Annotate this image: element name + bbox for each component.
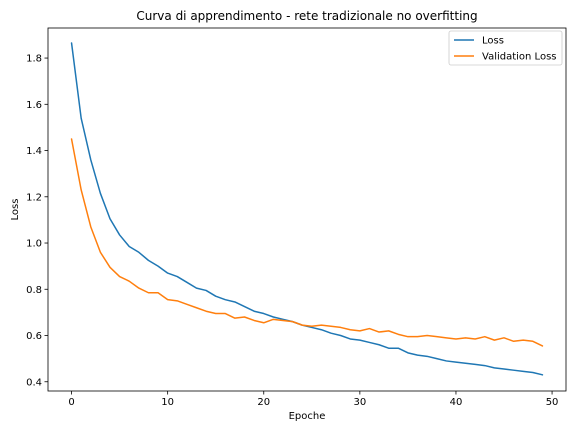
y-tick-label: 0.4: [26, 377, 42, 388]
y-tick-label: 0.6: [26, 331, 42, 342]
y-tick-label: 1.8: [26, 54, 42, 65]
x-tick-label: 50: [546, 397, 559, 408]
y-tick-label: 1.6: [26, 100, 42, 111]
y-tick-label: 1.2: [26, 192, 42, 203]
x-tick-label: 0: [68, 397, 74, 408]
chart-title: Curva di apprendimento - rete tradiziona…: [136, 9, 477, 23]
y-tick-label: 0.8: [26, 285, 42, 296]
x-axis-label: Epoche: [289, 411, 326, 422]
y-tick-label: 1.4: [26, 146, 42, 157]
y-axis-label: Loss: [10, 199, 21, 221]
legend-label: Loss: [482, 36, 504, 47]
legend-label: Validation Loss: [482, 52, 557, 63]
plot-frame: [47, 27, 567, 392]
x-tick-label: 10: [161, 397, 174, 408]
legend-box: [448, 30, 563, 66]
legend: Loss Validation Loss: [448, 30, 563, 66]
x-tick-label: 30: [353, 397, 366, 408]
series-line-validation-loss: [70, 138, 544, 347]
y-tick-label: 1.0: [26, 239, 42, 250]
x-tick-label: 20: [257, 397, 270, 408]
x-tick-label: 40: [450, 397, 463, 408]
